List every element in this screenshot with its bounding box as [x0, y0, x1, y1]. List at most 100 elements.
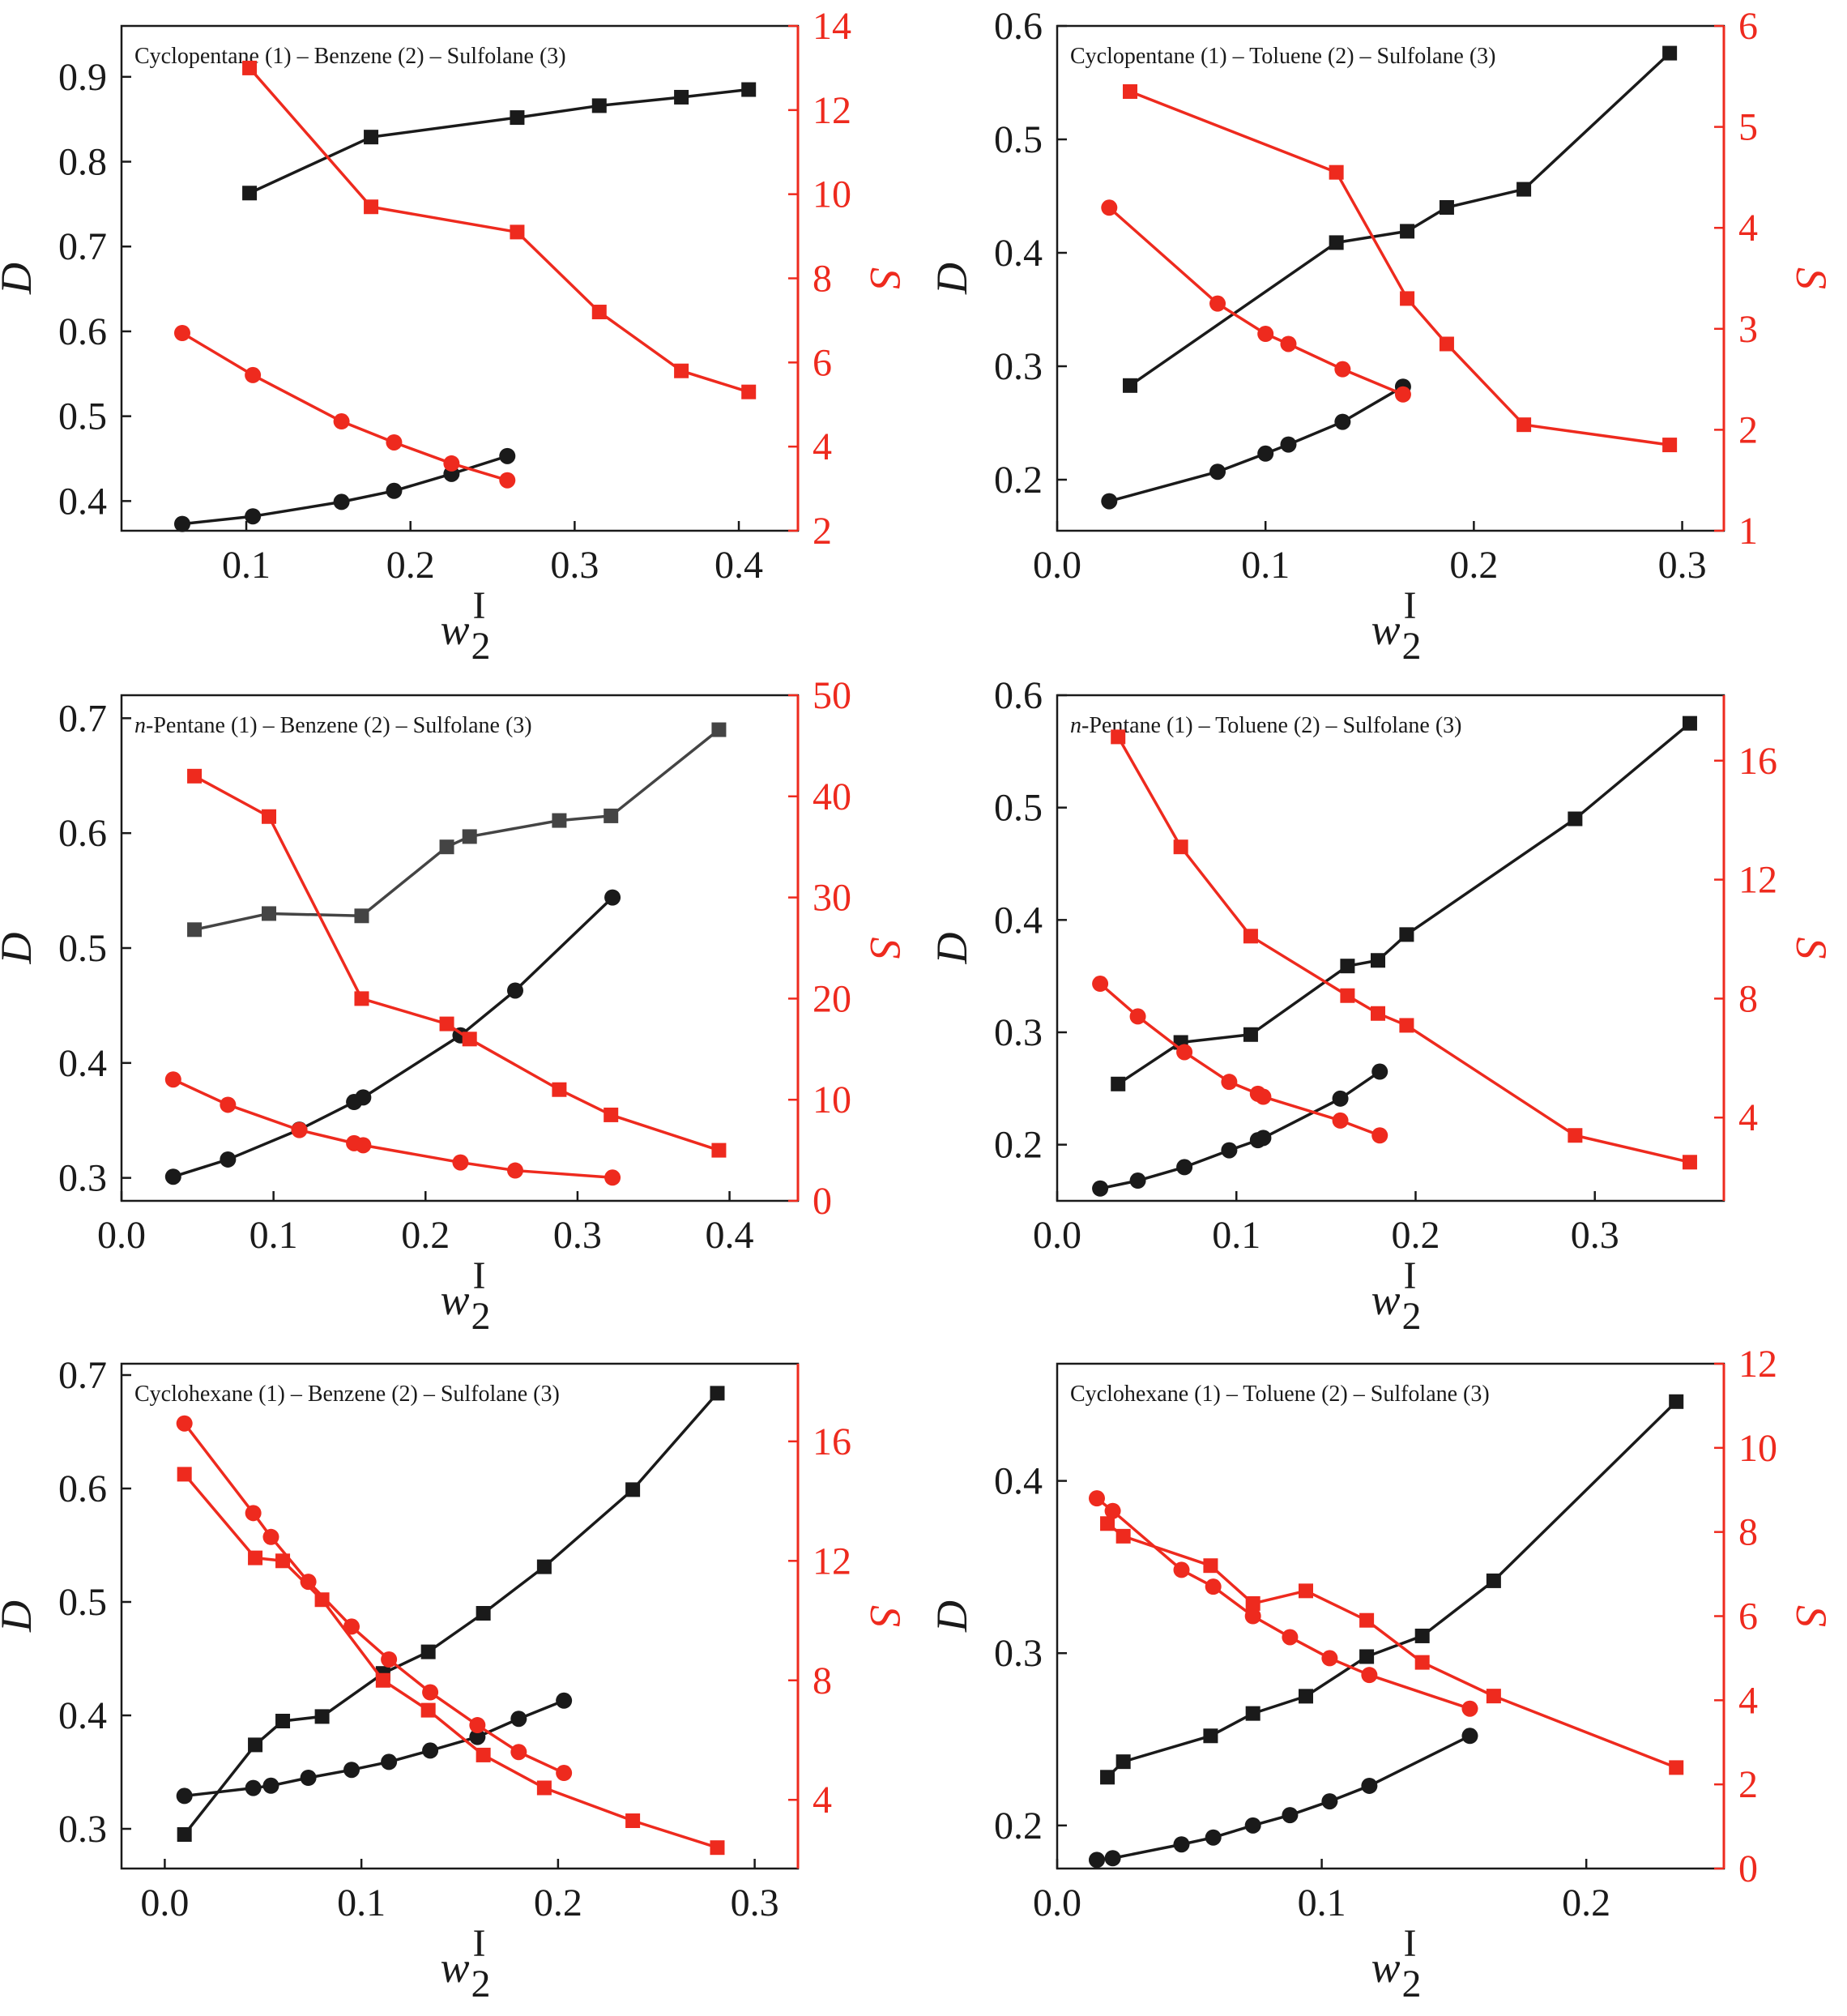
x-axis-title-subscript: 2: [471, 1963, 491, 2005]
y-left-axis-title: D: [0, 933, 41, 965]
series-3: [1123, 83, 1678, 453]
data-point-square: [710, 1840, 725, 1856]
y-right-tick-label: 12: [1738, 859, 1777, 902]
data-point-square: [1359, 1649, 1375, 1664]
data-point-circle: [1280, 335, 1297, 352]
data-point-square: [1371, 1006, 1386, 1021]
data-point-circle: [1221, 1142, 1238, 1159]
data-point-circle: [1321, 1650, 1338, 1667]
y-right-axis-title: S: [1787, 1605, 1836, 1627]
y-left-tick-label: 0.6: [994, 5, 1043, 48]
data-point-circle: [556, 1692, 573, 1709]
plot-frame: [120, 694, 800, 1202]
data-point-square: [420, 1644, 436, 1659]
series-line: [184, 1699, 565, 1798]
data-point-square: [1111, 1076, 1126, 1091]
panel-title-part: Cyclopentane (1) – Toluene (2) – Sulfola…: [1070, 44, 1495, 69]
data-point-circle: [422, 1684, 439, 1701]
series-line: [1129, 52, 1671, 387]
y-left-tick-label: 0.6: [58, 1467, 107, 1510]
data-point-square: [1669, 1394, 1684, 1409]
data-point-circle: [1332, 1112, 1349, 1129]
y-left-axis-title: D: [928, 1600, 976, 1633]
x-axis-title-subscript: 2: [471, 625, 491, 668]
data-point-circle: [1176, 1159, 1193, 1176]
data-point-square: [275, 1714, 291, 1728]
y-left-tick-label: 0.2: [994, 459, 1043, 502]
series-2: [1092, 1063, 1388, 1197]
data-point-square: [1329, 235, 1344, 250]
data-point-square: [1399, 927, 1414, 942]
data-point-square: [1115, 1528, 1131, 1544]
data-point-square: [420, 1702, 436, 1718]
y-right-tick-label: 10: [813, 1078, 851, 1121]
x-axis-title-superscript: I: [473, 1254, 486, 1297]
series-4: [1088, 1490, 1478, 1717]
y-right-tick-label: 1: [1738, 510, 1758, 553]
x-axis-title: w: [1371, 1943, 1401, 1992]
y-right-tick-label: 14: [813, 5, 851, 48]
y-right-tick-label: 2: [1738, 1763, 1758, 1806]
data-point-square: [1245, 1595, 1260, 1611]
panel-title-part: Cyclopentane (1) – Benzene (2) – Sulfola…: [134, 44, 566, 69]
y-left-tick-label: 0.3: [994, 1011, 1043, 1054]
x-axis-title: w: [441, 1943, 470, 1992]
x-axis-title: w: [1371, 605, 1401, 654]
data-point-square: [1115, 1754, 1131, 1770]
y-right-tick-label: 16: [813, 1420, 851, 1463]
y-right-tick-label: 8: [813, 258, 832, 301]
data-point-square: [462, 829, 477, 844]
data-point-circle: [1176, 1044, 1193, 1061]
y-left-tick-label: 0.8: [58, 141, 107, 184]
series-line: [183, 1392, 719, 1836]
data-point-circle: [1101, 493, 1118, 510]
data-point-square: [625, 1482, 641, 1497]
data-point-circle: [1461, 1728, 1478, 1745]
y-right-tick-label: 40: [813, 775, 851, 818]
y-left-tick-label: 0.7: [58, 225, 107, 268]
series-line: [1096, 1734, 1471, 1862]
y-right-tick-label: 0: [1738, 1847, 1758, 1890]
y-left-tick-label: 0.3: [58, 1808, 107, 1851]
data-point-circle: [386, 434, 403, 451]
y-left-tick-label: 0.6: [58, 310, 107, 353]
data-point-square: [1414, 1628, 1430, 1643]
data-point-square: [741, 384, 757, 399]
y-right-axis-title: S: [1787, 938, 1836, 959]
x-tick-label: 0.3: [1658, 544, 1707, 587]
data-point-square: [1371, 953, 1386, 968]
series-line: [173, 1078, 613, 1180]
data-point-square: [1486, 1689, 1501, 1704]
y-left-tick-label: 0.2: [994, 1805, 1043, 1847]
series-line: [173, 896, 614, 1178]
data-point-square: [187, 768, 203, 784]
y-left-tick-label: 0.5: [58, 1581, 107, 1624]
series-4: [1101, 199, 1411, 403]
y-left-tick-label: 0.4: [994, 1460, 1043, 1503]
data-point-square: [1100, 1516, 1115, 1531]
data-point-circle: [1282, 1629, 1299, 1646]
data-point-square: [674, 89, 689, 105]
data-point-circle: [176, 1787, 193, 1805]
x-axis-title-superscript: I: [1404, 1254, 1417, 1297]
data-point-circle: [262, 1528, 279, 1545]
series-line: [1117, 722, 1691, 1086]
data-point-square: [536, 1559, 552, 1574]
data-point-circle: [1104, 1850, 1121, 1867]
x-tick-label: 0.3: [550, 544, 599, 587]
x-axis-title-superscript: I: [1404, 584, 1417, 627]
data-point-circle: [1461, 1700, 1478, 1717]
series-line: [1099, 1070, 1381, 1190]
data-point-square: [1111, 729, 1126, 745]
y-right-tick-label: 8: [1738, 1511, 1758, 1554]
series-1: [1111, 715, 1697, 1091]
data-point-circle: [556, 1765, 573, 1782]
y-right-tick-label: 6: [1738, 5, 1758, 48]
data-point-circle: [1371, 1063, 1388, 1080]
x-tick-label: 0.1: [1241, 544, 1290, 587]
data-point-square: [625, 1813, 641, 1829]
data-point-circle: [300, 1770, 317, 1786]
data-point-circle: [220, 1151, 237, 1168]
